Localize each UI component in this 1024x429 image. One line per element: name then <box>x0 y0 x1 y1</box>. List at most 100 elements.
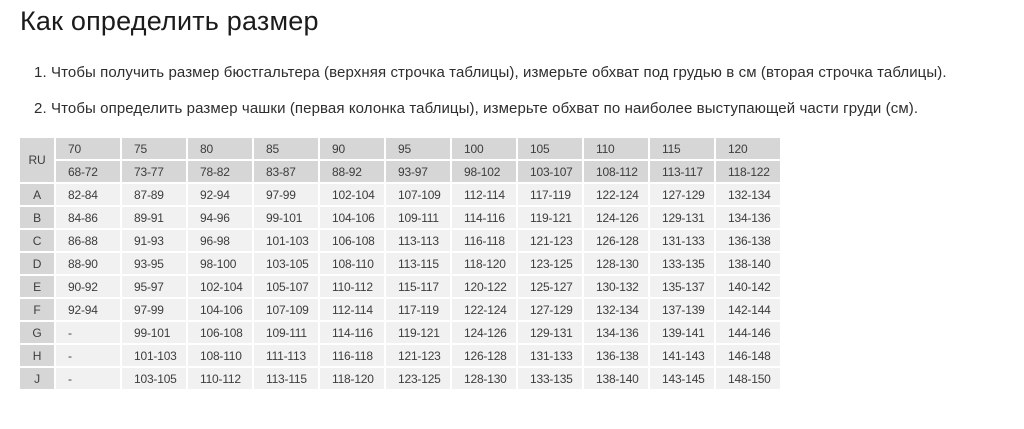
cup-row-F: F 92-94 97-99 104-106 107-109 112-114 117-119 1… <box>20 299 780 320</box>
bust-range-cell: 112-114 <box>320 299 384 320</box>
bust-range-cell: 99-101 <box>254 207 318 228</box>
cup-row-E: E 90-92 95-97 102-104 105-107 110-112 115-117 1… <box>20 276 780 297</box>
bust-range-cell: 133-135 <box>518 368 582 389</box>
cup-label: E <box>20 276 54 297</box>
bust-range-cell: - <box>56 322 120 343</box>
bust-range-cell: 112-114 <box>452 184 516 205</box>
cup-label: G <box>20 322 54 343</box>
band-size-cell: 100 <box>452 138 516 159</box>
band-size-cell: 95 <box>386 138 450 159</box>
cup-row-H: H -101-103 108-110 111-113 116-118 121-123 126… <box>20 345 780 366</box>
bust-range-cell: 106-108 <box>188 322 252 343</box>
band-size-cell: 120 <box>716 138 780 159</box>
bust-range-cell: 122-124 <box>584 184 648 205</box>
bust-range-cell: 136-138 <box>716 230 780 251</box>
cup-label: J <box>20 368 54 389</box>
bust-range-cell: 131-133 <box>650 230 714 251</box>
band-size-cell: 115 <box>650 138 714 159</box>
instruction-step-1: 1. Чтобы получить размер бюстгальтера (в… <box>34 64 947 81</box>
bust-range-cell: 82-84 <box>56 184 120 205</box>
bust-range-cell: 86-88 <box>56 230 120 251</box>
size-chart-table: RU 70 75 80 85 90 95 100 105 110 115 120 68-72 73-77 7… <box>18 136 782 391</box>
bust-range-cell: 134-136 <box>716 207 780 228</box>
bust-range-cell: 118-120 <box>452 253 516 274</box>
bust-range-cell: - <box>56 368 120 389</box>
bust-range-cell: - <box>56 345 120 366</box>
bust-range-cell: 97-99 <box>122 299 186 320</box>
bust-range-cell: 132-134 <box>584 299 648 320</box>
bust-range-cell: 138-140 <box>716 253 780 274</box>
bust-range-cell: 102-104 <box>188 276 252 297</box>
bust-range-cell: 106-108 <box>320 230 384 251</box>
bust-range-cell: 127-129 <box>650 184 714 205</box>
underbust-range-cell: 103-107 <box>518 161 582 182</box>
bust-range-cell: 124-126 <box>452 322 516 343</box>
cup-label: C <box>20 230 54 251</box>
underbust-range-cell: 113-117 <box>650 161 714 182</box>
band-size-row: RU 70 75 80 85 90 95 100 105 110 115 120 <box>20 138 780 182</box>
bust-range-cell: 140-142 <box>716 276 780 297</box>
bust-range-cell: 109-111 <box>386 207 450 228</box>
bust-range-cell: 101-103 <box>122 345 186 366</box>
bust-range-cell: 123-125 <box>386 368 450 389</box>
bust-range-cell: 115-117 <box>386 276 450 297</box>
bust-range-cell: 111-113 <box>254 345 318 366</box>
instruction-step-2: 2. Чтобы определить размер чашки (первая… <box>34 100 919 117</box>
band-size-cell: 85 <box>254 138 318 159</box>
bust-range-cell: 131-133 <box>518 345 582 366</box>
band-size-cell: 80 <box>188 138 252 159</box>
bust-range-cell: 107-109 <box>254 299 318 320</box>
bust-range-cell: 148-150 <box>716 368 780 389</box>
bust-range-cell: 119-121 <box>386 322 450 343</box>
bust-range-cell: 91-93 <box>122 230 186 251</box>
bust-range-cell: 105-107 <box>254 276 318 297</box>
bust-range-cell: 89-91 <box>122 207 186 228</box>
cup-row-J: J -103-105 110-112 113-115 118-120 123-125 128… <box>20 368 780 389</box>
underbust-range-cell: 83-87 <box>254 161 318 182</box>
cup-label: A <box>20 184 54 205</box>
bust-range-cell: 144-146 <box>716 322 780 343</box>
bust-range-cell: 116-118 <box>452 230 516 251</box>
bust-range-cell: 117-119 <box>518 184 582 205</box>
bust-range-cell: 132-134 <box>716 184 780 205</box>
bust-range-cell: 128-130 <box>584 253 648 274</box>
cup-row-A: A 82-84 87-89 92-94 97-99 102-104 107-109 112-1… <box>20 184 780 205</box>
bust-range-cell: 126-128 <box>584 230 648 251</box>
underbust-range-cell: 98-102 <box>452 161 516 182</box>
bust-range-cell: 97-99 <box>254 184 318 205</box>
bust-range-cell: 129-131 <box>518 322 582 343</box>
bust-range-cell: 129-131 <box>650 207 714 228</box>
bust-range-cell: 90-92 <box>56 276 120 297</box>
bust-range-cell: 98-100 <box>188 253 252 274</box>
bust-range-cell: 146-148 <box>716 345 780 366</box>
cup-label: F <box>20 299 54 320</box>
bust-range-cell: 133-135 <box>650 253 714 274</box>
bust-range-cell: 127-129 <box>518 299 582 320</box>
bust-range-cell: 92-94 <box>56 299 120 320</box>
bust-range-cell: 113-113 <box>386 230 450 251</box>
bust-range-cell: 113-115 <box>386 253 450 274</box>
underbust-row: 68-72 73-77 78-82 83-87 88-92 93-97 98-102 103-… <box>20 161 780 182</box>
bust-range-cell: 116-118 <box>320 345 384 366</box>
cup-row-D: D 88-90 93-95 98-100 103-105 108-110 113-115 11… <box>20 253 780 274</box>
cup-row-B: B 84-86 89-91 94-96 99-101 104-106 109-111 114-… <box>20 207 780 228</box>
band-size-cell: 90 <box>320 138 384 159</box>
bust-range-cell: 138-140 <box>584 368 648 389</box>
bust-range-cell: 103-105 <box>254 253 318 274</box>
bust-range-cell: 130-132 <box>584 276 648 297</box>
bust-range-cell: 104-106 <box>188 299 252 320</box>
bust-range-cell: 120-122 <box>452 276 516 297</box>
bust-range-cell: 99-101 <box>122 322 186 343</box>
bust-range-cell: 119-121 <box>518 207 582 228</box>
bust-range-cell: 136-138 <box>584 345 648 366</box>
bust-range-cell: 108-110 <box>188 345 252 366</box>
bust-range-cell: 118-120 <box>320 368 384 389</box>
bust-range-cell: 114-116 <box>320 322 384 343</box>
instructions: 1. Чтобы получить размер бюстгальтера (в… <box>20 64 1024 117</box>
band-size-cell: 70 <box>56 138 120 159</box>
bust-range-cell: 134-136 <box>584 322 648 343</box>
bust-range-cell: 126-128 <box>452 345 516 366</box>
bust-range-cell: 92-94 <box>188 184 252 205</box>
underbust-range-cell: 118-122 <box>716 161 780 182</box>
bust-range-cell: 117-119 <box>386 299 450 320</box>
